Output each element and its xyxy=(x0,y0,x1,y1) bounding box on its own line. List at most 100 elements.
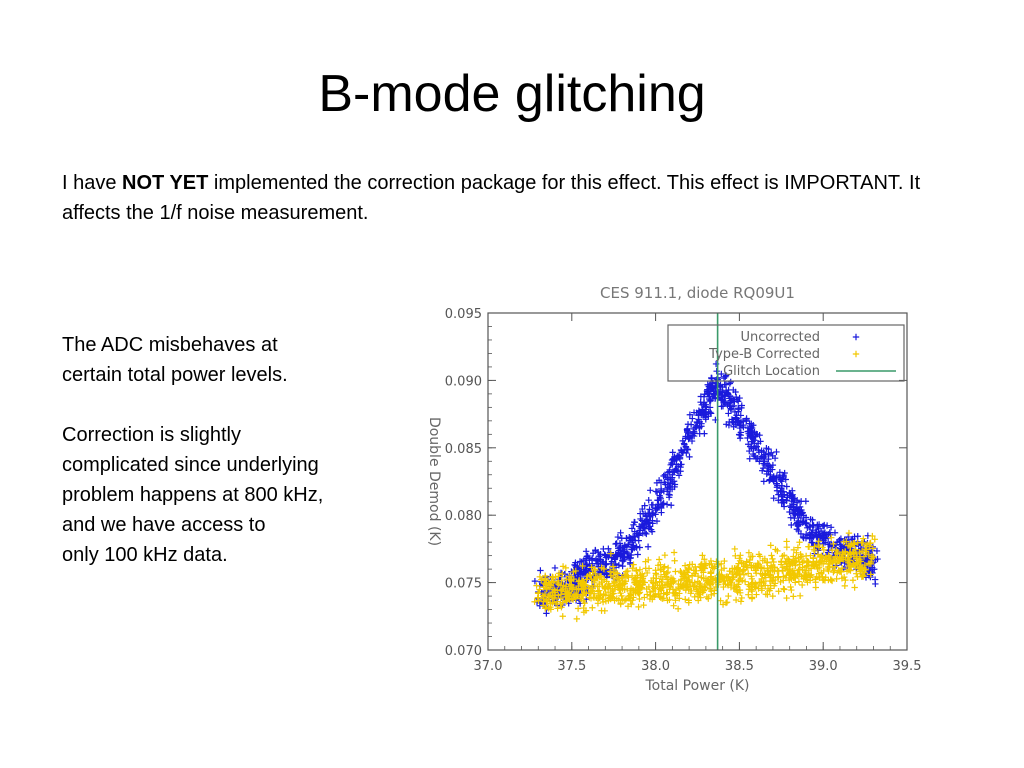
data-point xyxy=(738,404,745,412)
data-point xyxy=(641,502,648,509)
data-point xyxy=(622,568,630,575)
data-point xyxy=(582,555,590,562)
data-point xyxy=(799,564,806,571)
data-point xyxy=(695,597,702,604)
data-point xyxy=(619,580,627,588)
data-point xyxy=(597,573,605,580)
data-point xyxy=(773,480,780,487)
data-point xyxy=(756,431,763,439)
data-point xyxy=(803,576,810,583)
data-point xyxy=(618,592,625,600)
data-point xyxy=(723,599,731,606)
data-point xyxy=(583,576,590,583)
data-point xyxy=(646,506,653,513)
data-point xyxy=(582,548,590,555)
data-point xyxy=(744,563,751,571)
data-point xyxy=(671,481,679,488)
data-point xyxy=(738,594,745,602)
data-point xyxy=(623,554,631,561)
data-point xyxy=(647,526,655,533)
data-point xyxy=(871,536,878,543)
data-point xyxy=(652,591,659,598)
data-point xyxy=(665,494,673,501)
data-point xyxy=(741,578,749,585)
data-point xyxy=(766,477,773,484)
y-tick-label: 0.095 xyxy=(445,307,482,322)
data-point xyxy=(840,538,847,546)
data-point xyxy=(592,557,600,564)
data-point xyxy=(749,553,756,560)
data-point xyxy=(645,556,652,564)
data-point xyxy=(558,604,565,611)
data-point xyxy=(823,556,830,563)
data-point xyxy=(769,592,776,600)
data-point xyxy=(635,580,643,588)
data-point xyxy=(838,568,845,576)
data-point xyxy=(873,547,881,555)
data-point xyxy=(554,605,561,612)
data-point xyxy=(809,539,816,547)
data-point xyxy=(550,586,558,593)
data-point xyxy=(713,367,720,375)
data-point xyxy=(541,577,549,584)
data-point xyxy=(831,567,838,574)
data-point xyxy=(639,505,646,513)
data-point xyxy=(786,565,793,573)
data-point xyxy=(555,581,562,588)
data-point xyxy=(675,580,682,588)
data-point xyxy=(635,603,642,611)
data-point xyxy=(753,443,760,450)
data-points xyxy=(531,313,881,650)
data-point xyxy=(632,574,640,581)
data-point xyxy=(605,553,612,561)
data-point xyxy=(545,579,553,586)
data-point xyxy=(793,526,801,533)
data-point xyxy=(769,475,777,482)
data-point xyxy=(623,543,631,550)
data-point xyxy=(655,590,662,597)
data-point xyxy=(736,586,744,594)
data-point xyxy=(804,557,811,565)
data-point xyxy=(810,554,817,562)
data-point xyxy=(819,554,826,561)
data-point xyxy=(664,589,671,597)
data-point xyxy=(773,487,781,494)
data-point xyxy=(574,605,582,612)
data-point xyxy=(748,420,755,428)
data-point xyxy=(783,555,791,563)
data-point xyxy=(629,596,636,604)
data-point xyxy=(827,531,834,539)
data-point xyxy=(666,596,673,603)
data-point xyxy=(644,543,652,550)
data-point xyxy=(737,598,745,605)
data-point xyxy=(672,568,679,575)
data-point xyxy=(696,423,703,431)
data-point xyxy=(817,527,825,535)
data-point xyxy=(693,409,700,417)
data-point xyxy=(693,567,700,575)
data-point xyxy=(824,565,831,573)
data-point xyxy=(775,574,782,581)
data-point xyxy=(851,540,858,547)
data-point xyxy=(550,595,558,603)
data-point xyxy=(661,571,668,578)
data-point xyxy=(600,565,608,573)
data-point xyxy=(572,567,579,575)
data-point xyxy=(707,557,715,565)
data-point xyxy=(775,588,782,595)
data-point xyxy=(853,555,860,562)
data-point xyxy=(660,568,667,575)
data-point xyxy=(610,590,617,597)
data-point xyxy=(682,586,690,594)
data-point xyxy=(637,571,644,579)
data-point xyxy=(783,483,790,490)
data-point xyxy=(803,563,810,570)
data-point xyxy=(793,549,800,556)
data-point xyxy=(692,563,699,571)
data-point xyxy=(580,604,587,612)
data-point xyxy=(610,580,617,587)
data-point xyxy=(663,501,671,508)
data-point xyxy=(791,559,798,566)
data-point xyxy=(799,509,806,516)
data-point xyxy=(635,532,643,539)
